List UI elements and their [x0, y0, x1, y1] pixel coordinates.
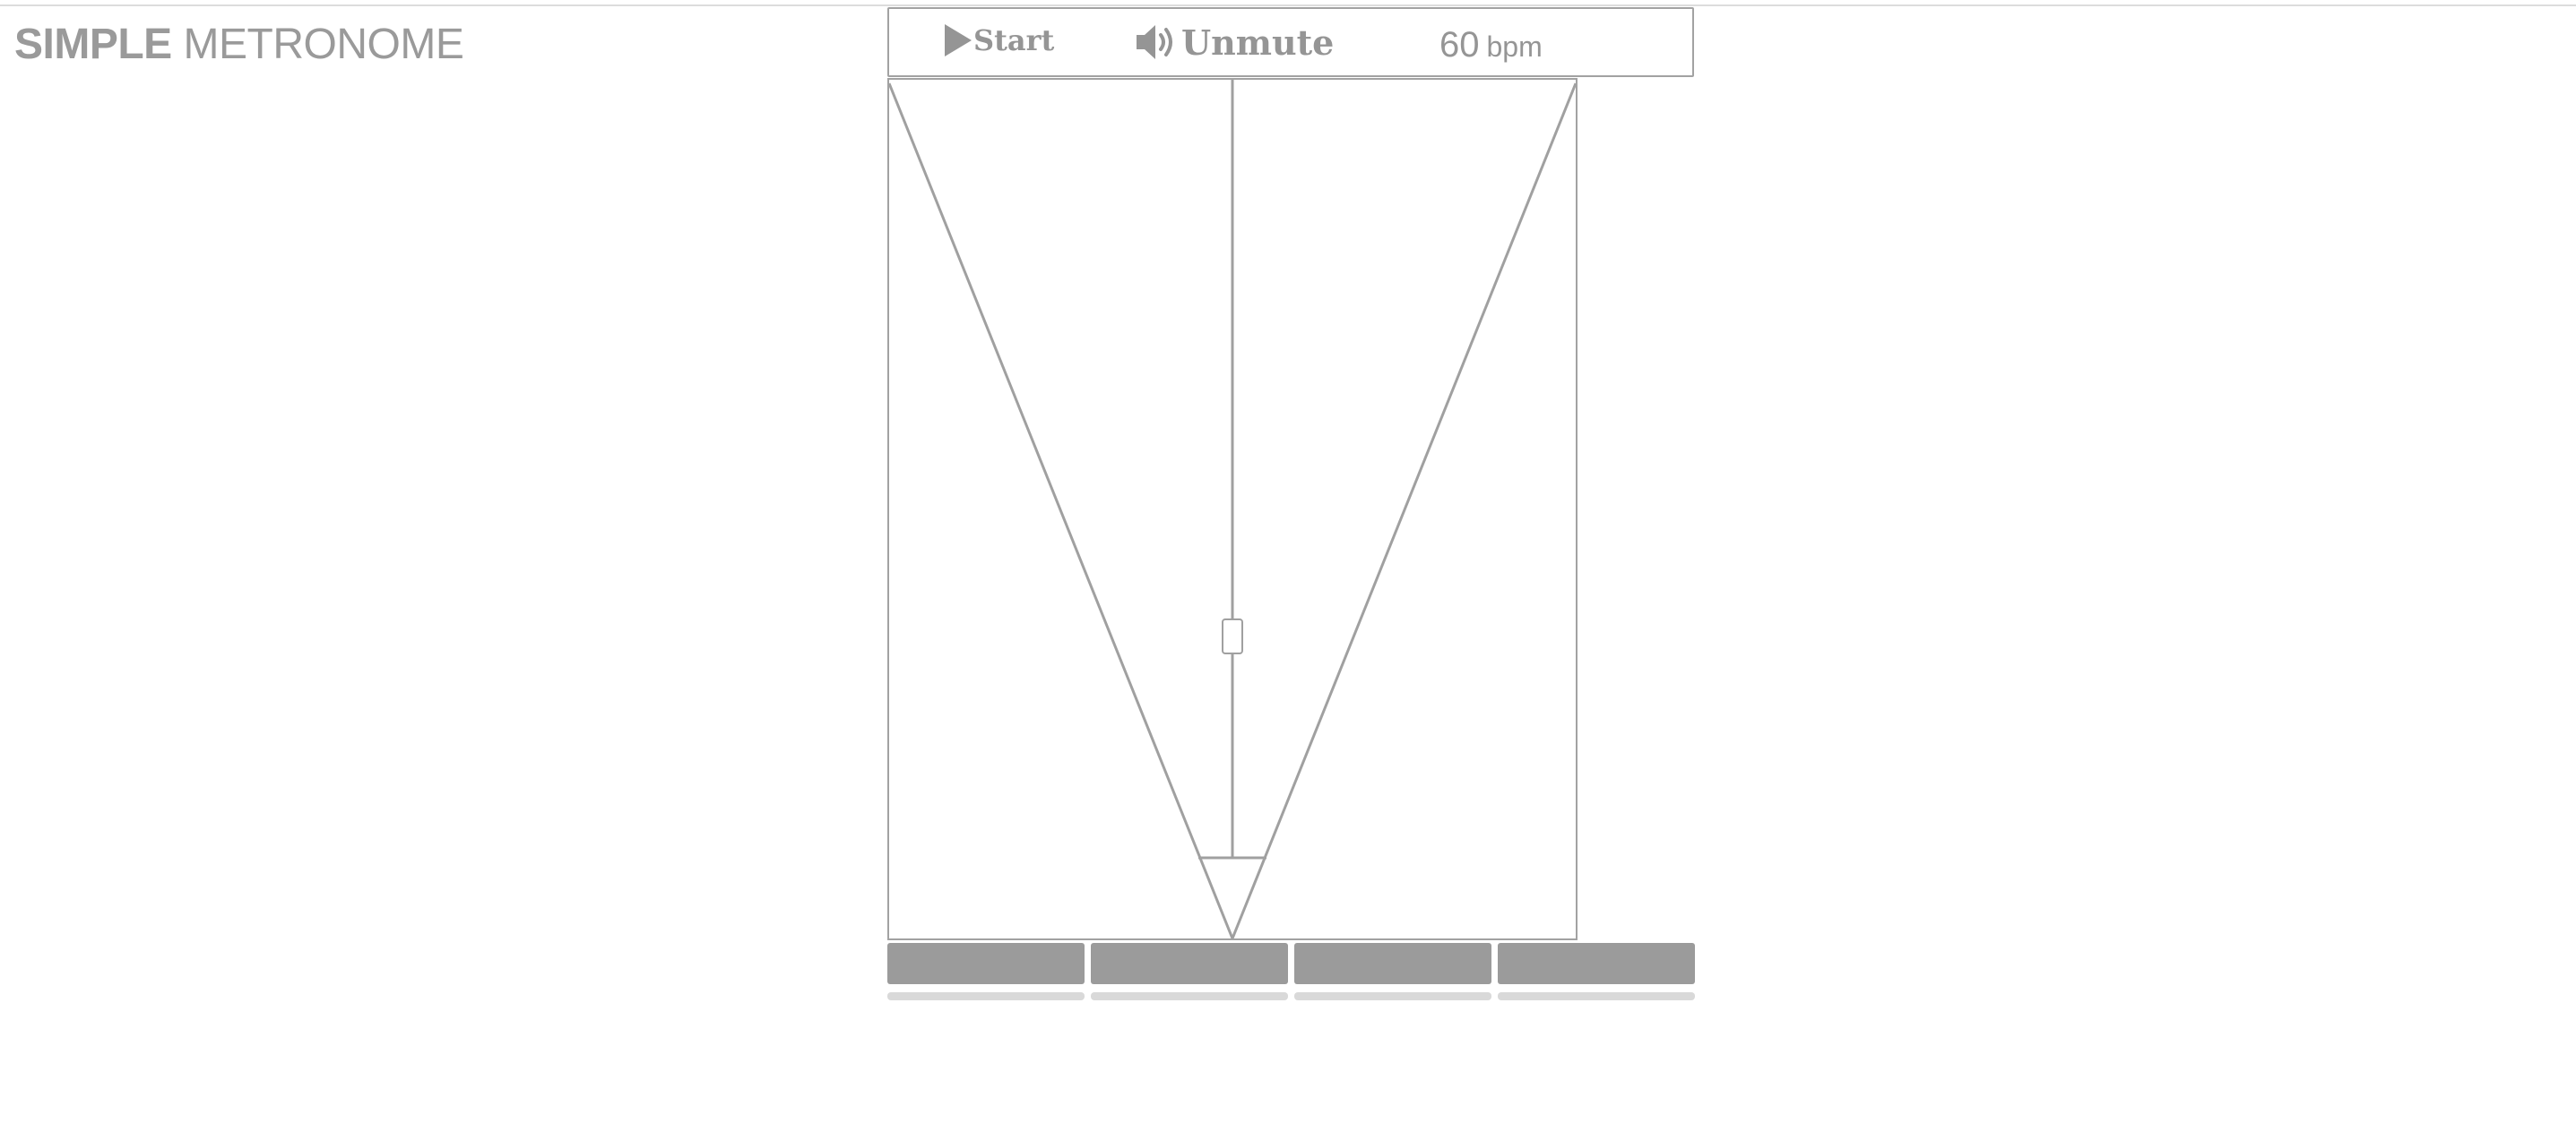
right-swing-boundary — [1231, 82, 1576, 938]
app-title-light: METRONOME — [183, 21, 464, 68]
left-swing-boundary — [889, 82, 1234, 938]
beat-accent-track — [1091, 992, 1288, 1000]
control-bar: Start Unmute 60 bpm — [887, 7, 1694, 77]
app-title-bold: SIMPLE — [14, 21, 172, 68]
unmute-label: Unmute — [1181, 22, 1335, 63]
tempo-unit: bpm — [1486, 30, 1543, 63]
beat-bar — [1294, 943, 1491, 984]
unmute-button[interactable]: Unmute — [1135, 22, 1334, 63]
start-button[interactable]: Start — [945, 22, 1054, 59]
metronome-graphic — [889, 80, 1576, 938]
tempo-display[interactable]: 60 bpm — [1439, 25, 1543, 65]
play-icon — [945, 24, 972, 56]
beat-indicator-3[interactable] — [1294, 943, 1491, 1000]
app-title: SIMPLE METRONOME — [14, 20, 464, 70]
beat-accent-track — [1294, 992, 1491, 1000]
beat-indicator-1[interactable] — [887, 943, 1085, 1000]
beat-indicator-2[interactable] — [1091, 943, 1288, 1000]
beat-bar — [1091, 943, 1288, 984]
beat-indicators — [887, 943, 1695, 1000]
pendulum-weight[interactable] — [1222, 618, 1243, 654]
metronome-stage — [887, 78, 1578, 940]
beat-bar — [887, 943, 1085, 984]
beat-indicator-4[interactable] — [1498, 943, 1695, 1000]
beat-accent-track — [1498, 992, 1695, 1000]
top-divider — [0, 0, 2576, 6]
beat-accent-track — [887, 992, 1085, 1000]
tempo-value: 60 — [1439, 25, 1480, 65]
start-label: Start — [973, 23, 1055, 57]
speaker-icon — [1137, 25, 1172, 59]
beat-bar — [1498, 943, 1695, 984]
